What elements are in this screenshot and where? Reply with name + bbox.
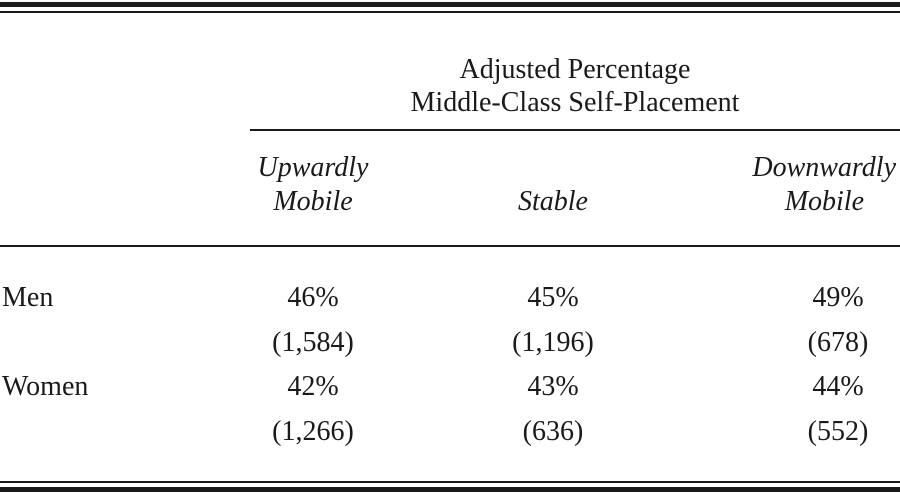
- row-label: Women: [2, 371, 89, 402]
- percent-cell: 49%: [812, 282, 864, 313]
- bottom-rule-thin: [0, 481, 900, 483]
- column-header: Downwardly: [752, 152, 896, 183]
- percent-cell: 44%: [812, 371, 864, 402]
- count-cell: (678): [807, 327, 869, 358]
- column-header: Upwardly: [257, 152, 369, 183]
- spanner-line: Middle-Class Self-Placement: [410, 87, 740, 118]
- column-header: Stable: [518, 186, 588, 217]
- count-cell: (552): [807, 416, 869, 447]
- count-cell: (1,266): [272, 416, 354, 447]
- count-cell: (636): [522, 416, 584, 447]
- count-cell: (1,196): [512, 327, 594, 358]
- column-header: Mobile: [273, 186, 353, 217]
- header-rule: [0, 245, 900, 247]
- spanner-rule: [250, 129, 900, 131]
- percent-cell: 46%: [287, 282, 339, 313]
- percent-cell: 45%: [527, 282, 579, 313]
- percent-cell: 43%: [527, 371, 579, 402]
- spanner-line: Adjusted Percentage: [459, 54, 691, 85]
- bottom-rule-thick: [0, 487, 900, 492]
- count-cell: (1,584): [272, 327, 354, 358]
- row-label: Men: [2, 282, 54, 313]
- top-rule-thick: [0, 2, 900, 7]
- column-header: Mobile: [784, 186, 864, 217]
- percent-cell: 42%: [287, 371, 339, 402]
- top-rule-thin: [0, 11, 900, 13]
